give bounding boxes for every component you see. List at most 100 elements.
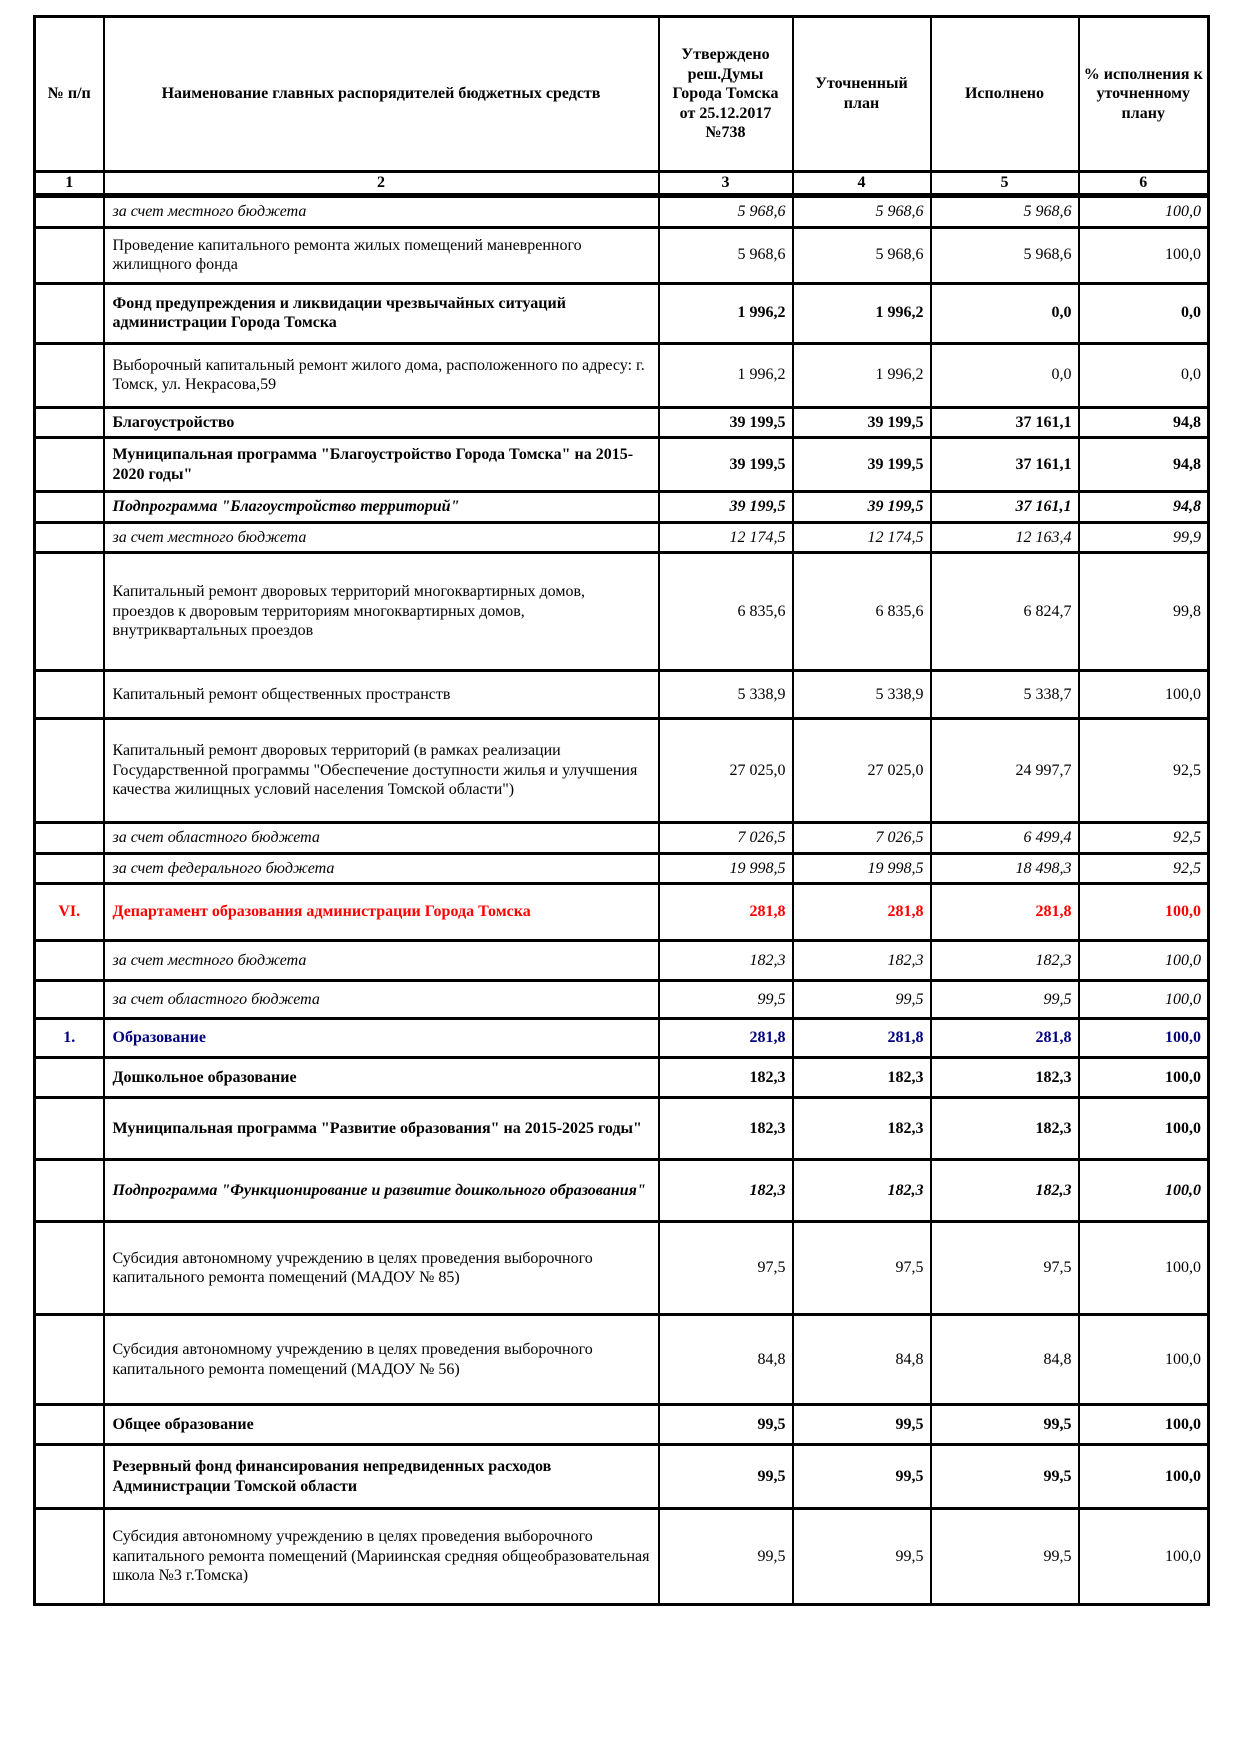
row-name: Капитальный ремонт дворовых территорий м… bbox=[102, 551, 660, 673]
col-plan: 39 199,5 bbox=[791, 490, 932, 524]
table-body: за счет местного бюджета 5 968,6 5 968,6… bbox=[33, 194, 1210, 1607]
table-row: Субсидия автономному учреждению в целях … bbox=[33, 1313, 1210, 1407]
col-plan: 99,5 bbox=[791, 1443, 932, 1511]
column-number: 6 bbox=[1077, 170, 1210, 198]
table-row: Дошкольное образование 182,3 182,3 182,3… bbox=[33, 1056, 1210, 1100]
col-plan: 99,5 bbox=[791, 1403, 932, 1447]
col-percent: 100,0 bbox=[1077, 225, 1210, 285]
col-plan: 182,3 bbox=[791, 1056, 932, 1100]
page: № п/п Наименование главных распорядителе… bbox=[33, 15, 1210, 1607]
col-executed: 6 499,4 bbox=[929, 821, 1080, 855]
col-executed: 0,0 bbox=[929, 281, 1080, 345]
col-executed: 37 161,1 bbox=[929, 436, 1080, 494]
column-number: 3 bbox=[657, 170, 794, 198]
col-plan: 39 199,5 bbox=[791, 405, 932, 440]
col-approved: 99,5 bbox=[657, 1443, 794, 1511]
col-percent: 99,8 bbox=[1077, 551, 1210, 673]
col-percent: 94,8 bbox=[1077, 490, 1210, 524]
col-plan: 99,5 bbox=[791, 979, 932, 1021]
row-number: 1. bbox=[33, 1017, 105, 1060]
col-approved: 7 026,5 bbox=[657, 821, 794, 855]
column-number: 4 bbox=[791, 170, 932, 198]
col-plan: 281,8 bbox=[791, 882, 932, 943]
col-percent: 100,0 bbox=[1077, 939, 1210, 983]
row-name: Благоустройство bbox=[102, 405, 660, 440]
table-row: Резервный фонд финансирования непредвиде… bbox=[33, 1443, 1210, 1511]
row-number bbox=[33, 1220, 105, 1317]
row-number bbox=[33, 979, 105, 1021]
table-row: за счет областного бюджета 7 026,5 7 026… bbox=[33, 821, 1210, 855]
row-name: за счет местного бюджета bbox=[102, 194, 660, 229]
row-number: VI. bbox=[33, 882, 105, 943]
table-header-row: № п/п Наименование главных распорядителе… bbox=[33, 15, 1210, 173]
col-percent: 100,0 bbox=[1077, 1017, 1210, 1060]
col-plan: 97,5 bbox=[791, 1220, 932, 1317]
table-row: Фонд предупреждения и ликвидации чрезвыч… bbox=[33, 281, 1210, 345]
col-percent: 0,0 bbox=[1077, 281, 1210, 345]
col-approved: 99,5 bbox=[657, 1403, 794, 1447]
col-executed: 5 968,6 bbox=[929, 225, 1080, 285]
col-approved: 281,8 bbox=[657, 882, 794, 943]
col-plan: 182,3 bbox=[791, 939, 932, 983]
col-percent: 100,0 bbox=[1077, 669, 1210, 721]
col-percent: 92,5 bbox=[1077, 851, 1210, 886]
table-row: за счет федерального бюджета 19 998,5 19… bbox=[33, 851, 1210, 886]
col-header-num: № п/п bbox=[33, 15, 105, 173]
col-plan: 5 338,9 bbox=[791, 669, 932, 721]
table-row: Муниципальная программа "Развитие образо… bbox=[33, 1096, 1210, 1162]
col-percent: 92,5 bbox=[1077, 717, 1210, 825]
col-approved: 5 338,9 bbox=[657, 669, 794, 721]
budget-table: № п/п Наименование главных распорядителе… bbox=[33, 15, 1210, 1607]
table-row: за счет местного бюджета 5 968,6 5 968,6… bbox=[33, 194, 1210, 229]
row-name: Резервный фонд финансирования непредвиде… bbox=[102, 1443, 660, 1511]
table-row: Общее образование 99,5 99,5 99,5 100,0 bbox=[33, 1403, 1210, 1447]
col-approved: 5 968,6 bbox=[657, 194, 794, 229]
row-number bbox=[33, 717, 105, 825]
col-approved: 6 835,6 bbox=[657, 551, 794, 673]
row-name: за счет федерального бюджета bbox=[102, 851, 660, 886]
col-percent: 100,0 bbox=[1077, 1220, 1210, 1317]
row-name: Проведение капитального ремонта жилых по… bbox=[102, 225, 660, 285]
row-number bbox=[33, 669, 105, 721]
row-name: Субсидия автономному учреждению в целях … bbox=[102, 1220, 660, 1317]
row-name: за счет местного бюджета bbox=[102, 520, 660, 555]
col-percent: 100,0 bbox=[1077, 1443, 1210, 1511]
col-approved: 99,5 bbox=[657, 979, 794, 1021]
row-number bbox=[33, 341, 105, 409]
column-number: 2 bbox=[102, 170, 660, 198]
col-plan: 84,8 bbox=[791, 1313, 932, 1407]
table-row: 1. Образование 281,8 281,8 281,8 100,0 bbox=[33, 1017, 1210, 1060]
row-number bbox=[33, 490, 105, 524]
col-plan: 182,3 bbox=[791, 1096, 932, 1162]
col-percent: 100,0 bbox=[1077, 1096, 1210, 1162]
col-header-approved: Утверждено реш.Думы Города Томска от 25.… bbox=[657, 15, 794, 173]
table-row: Капитальный ремонт общественных простран… bbox=[33, 669, 1210, 721]
col-plan: 6 835,6 bbox=[791, 551, 932, 673]
row-number bbox=[33, 851, 105, 886]
row-name: Общее образование bbox=[102, 1403, 660, 1447]
col-executed: 182,3 bbox=[929, 1096, 1080, 1162]
col-approved: 97,5 bbox=[657, 1220, 794, 1317]
col-approved: 39 199,5 bbox=[657, 405, 794, 440]
row-number bbox=[33, 405, 105, 440]
col-executed: 0,0 bbox=[929, 341, 1080, 409]
row-number bbox=[33, 1056, 105, 1100]
col-approved: 19 998,5 bbox=[657, 851, 794, 886]
row-number bbox=[33, 281, 105, 345]
row-number bbox=[33, 1403, 105, 1447]
col-approved: 1 996,2 bbox=[657, 281, 794, 345]
table-row: Субсидия автономному учреждению в целях … bbox=[33, 1220, 1210, 1317]
col-approved: 182,3 bbox=[657, 1096, 794, 1162]
row-name: Фонд предупреждения и ликвидации чрезвыч… bbox=[102, 281, 660, 345]
row-name: Подпрограмма "Благоустройство территорий… bbox=[102, 490, 660, 524]
col-percent: 100,0 bbox=[1077, 1056, 1210, 1100]
row-name: Капитальный ремонт дворовых территорий (… bbox=[102, 717, 660, 825]
row-number bbox=[33, 1507, 105, 1607]
col-approved: 182,3 bbox=[657, 1056, 794, 1100]
row-name: Капитальный ремонт общественных простран… bbox=[102, 669, 660, 721]
row-name: Дошкольное образование bbox=[102, 1056, 660, 1100]
col-plan: 1 996,2 bbox=[791, 341, 932, 409]
table-row: Субсидия автономному учреждению в целях … bbox=[33, 1507, 1210, 1607]
row-name: Образование bbox=[102, 1017, 660, 1060]
row-name: за счет местного бюджета bbox=[102, 939, 660, 983]
